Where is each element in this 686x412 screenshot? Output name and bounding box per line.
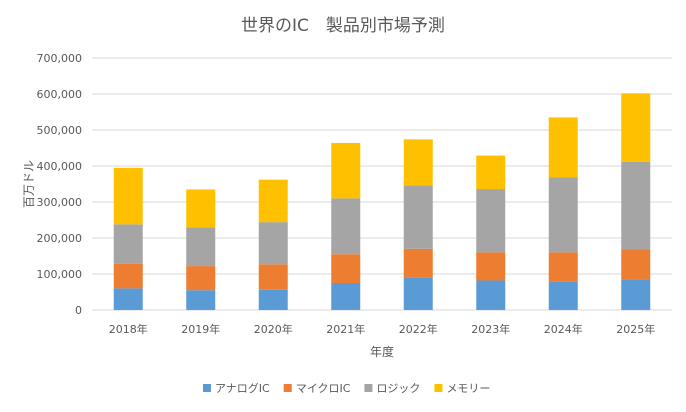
legend-swatch bbox=[203, 384, 211, 392]
y-tick-label: 400,000 bbox=[37, 160, 83, 173]
bar-segment bbox=[476, 155, 506, 190]
bar-segment bbox=[621, 249, 651, 280]
bar-segment bbox=[186, 227, 216, 267]
bar-segment bbox=[403, 139, 433, 186]
x-tick-label: 2019年 bbox=[181, 322, 220, 336]
legend-item: ロジック bbox=[364, 382, 420, 395]
legend-item: アナログIC bbox=[203, 381, 270, 395]
y-tick-label: 500,000 bbox=[37, 124, 83, 137]
y-axis-tick-labels: 0 100,000 200,000 300,000 400,000 500,000 600,… bbox=[37, 52, 83, 317]
bar-segment bbox=[548, 177, 578, 253]
chart-title: 世界のIC 製品別市場予測 bbox=[241, 16, 445, 36]
bar-segment bbox=[113, 288, 143, 310]
y-tick-label: 200,000 bbox=[37, 232, 83, 245]
legend-label: アナログIC bbox=[215, 381, 270, 395]
legend-label: メモリー bbox=[446, 382, 490, 395]
bar-segment bbox=[113, 224, 143, 264]
x-tick-label: 2025年 bbox=[616, 322, 655, 336]
bar-segment bbox=[186, 189, 216, 228]
legend-swatch bbox=[434, 384, 443, 392]
grid-lines bbox=[92, 57, 672, 311]
x-axis-title: 年度 bbox=[370, 344, 394, 359]
x-tick-label: 2018年 bbox=[109, 322, 148, 336]
bar-segment bbox=[186, 266, 216, 291]
x-tick-label: 2022年 bbox=[399, 322, 438, 336]
legend-swatch bbox=[283, 384, 292, 392]
bar-segment bbox=[113, 263, 143, 289]
y-tick-label: 300,000 bbox=[37, 196, 83, 209]
bar-segment bbox=[476, 280, 506, 310]
bar-segment bbox=[113, 167, 143, 225]
legend-label: ロジック bbox=[376, 382, 420, 395]
legend: アナログIC マイクロIC ロジック メモリー bbox=[203, 381, 490, 395]
bar-segment bbox=[258, 222, 288, 265]
bar-segment bbox=[331, 198, 361, 255]
bar-segment bbox=[403, 277, 433, 310]
bar-segment bbox=[258, 289, 288, 310]
bar-segment bbox=[621, 93, 651, 162]
bar-segment bbox=[548, 281, 578, 310]
x-tick-label: 2024年 bbox=[544, 322, 583, 336]
bar-segment bbox=[548, 252, 578, 282]
bar-segment bbox=[331, 142, 361, 199]
bar-segment bbox=[548, 117, 578, 178]
legend-item: マイクロIC bbox=[283, 382, 351, 395]
bar-segment bbox=[403, 185, 433, 249]
x-tick-label: 2023年 bbox=[471, 322, 510, 336]
bar-segment bbox=[331, 254, 361, 283]
y-tick-label: 600,000 bbox=[37, 88, 83, 101]
legend-swatch bbox=[364, 384, 373, 392]
y-tick-label: 700,000 bbox=[37, 52, 83, 65]
bar-segment bbox=[331, 283, 361, 310]
legend-item: メモリー bbox=[434, 382, 490, 395]
y-axis-title: 百万ドル bbox=[22, 160, 36, 208]
bar-segment bbox=[621, 279, 651, 310]
bars bbox=[113, 93, 651, 310]
bar-segment bbox=[476, 252, 506, 281]
bar-segment bbox=[258, 264, 288, 290]
x-tick-label: 2021年 bbox=[326, 322, 365, 336]
bar-segment bbox=[621, 161, 651, 250]
y-tick-label: 100,000 bbox=[37, 268, 83, 281]
bar-segment bbox=[403, 248, 433, 278]
x-tick-label: 2020年 bbox=[254, 322, 293, 336]
legend-label: マイクロIC bbox=[296, 382, 351, 395]
x-axis-tick-labels: 2018年 2019年 2020年 2021年 2022年 2023年 2024年 2025年 bbox=[109, 322, 656, 336]
bar-segment bbox=[476, 189, 506, 253]
bar-segment bbox=[186, 290, 216, 310]
bar-segment bbox=[258, 179, 288, 223]
y-tick-label: 0 bbox=[75, 304, 82, 317]
